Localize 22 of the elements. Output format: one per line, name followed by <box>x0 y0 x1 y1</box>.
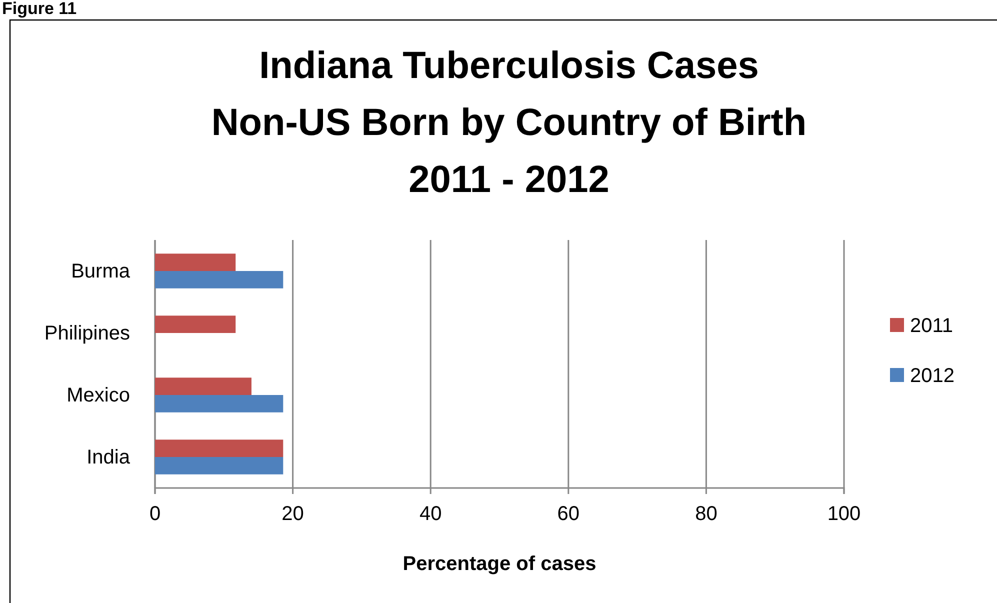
bar <box>155 395 284 412</box>
y-tick-label: Burma <box>71 260 131 282</box>
legend-label: 2012 <box>910 365 954 387</box>
x-axis-title: Percentage of cases <box>402 553 596 575</box>
bar <box>155 271 284 288</box>
legend-label: 2011 <box>910 315 954 337</box>
bar <box>155 316 236 333</box>
chart-title: Indiana Tuberculosis Cases Non-US Born by Country of Birth 2011 - 2012 <box>211 45 807 201</box>
x-tick-label: 60 <box>557 503 580 526</box>
x-tick-label: 100 <box>827 503 861 526</box>
bar <box>155 440 284 457</box>
bar <box>155 254 236 271</box>
caption: Figure 11 <box>2 0 77 18</box>
bar <box>155 378 252 395</box>
y-tick-label: India <box>86 446 131 468</box>
x-tick-label: 80 <box>695 503 718 526</box>
y-tick-label: Mexico <box>66 384 130 406</box>
x-tick-label: 0 <box>149 503 161 526</box>
bar <box>155 457 284 474</box>
x-tick-label: 40 <box>419 503 442 526</box>
x-tick-label: 20 <box>282 503 304 526</box>
y-tick-label: Philipines <box>44 322 130 344</box>
